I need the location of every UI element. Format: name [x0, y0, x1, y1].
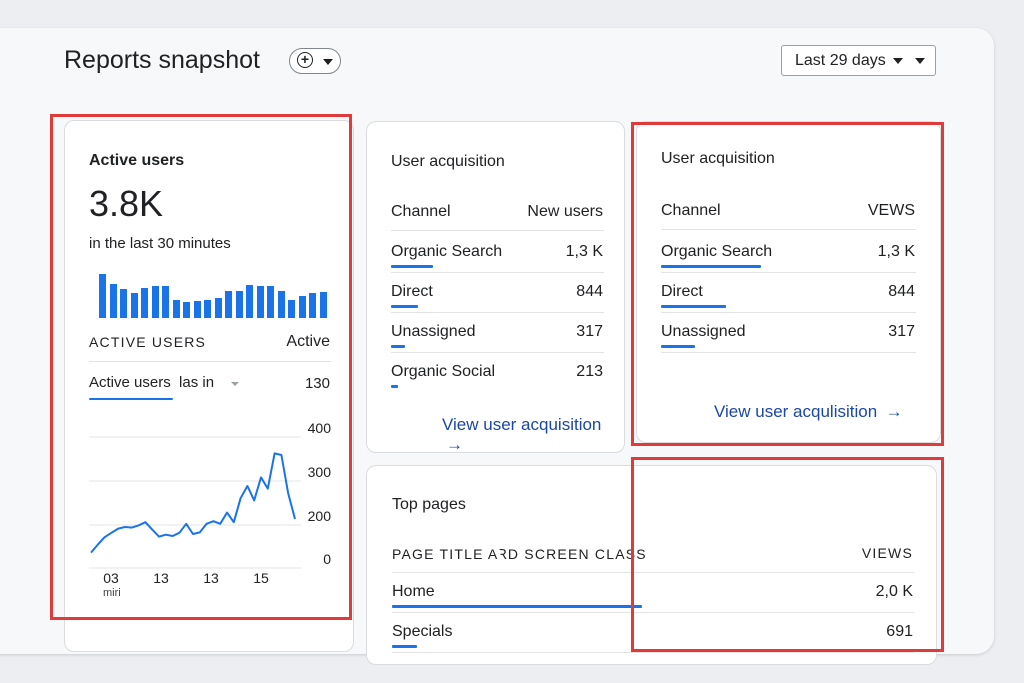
minute-bar: [193, 301, 201, 318]
add-report-button[interactable]: +: [289, 48, 341, 74]
active-users-series-line: [90, 452, 296, 554]
minute-bar: [298, 296, 306, 318]
col-header-channel: Channel: [391, 203, 451, 220]
row-value: 2,0 K: [875, 583, 913, 600]
dropdown-value: 130: [304, 375, 330, 392]
row-label: Unassigned: [391, 323, 476, 340]
user-acquisition-card-views: User acquisition Channel VEWS View user …: [636, 121, 941, 443]
arrow-right-icon: →: [446, 435, 463, 454]
chevron-down-icon: [893, 58, 903, 64]
minute-bar: [319, 292, 327, 318]
minute-bar: [225, 291, 232, 318]
active-users-value: 3.8K: [89, 183, 164, 224]
row-label: Organic Social: [391, 363, 496, 380]
row-value: 1,3 K: [565, 243, 603, 260]
table-header-right: Active: [286, 333, 330, 350]
chevron-down-icon: [231, 382, 239, 386]
arrow-right-icon: →: [885, 402, 903, 421]
x-tick-label: 15: [253, 570, 269, 586]
date-range-selector[interactable]: Last 29 days: [781, 45, 936, 76]
row-label: Unassigned: [661, 323, 746, 340]
row-value: 213: [576, 363, 603, 380]
row-label: Home: [392, 583, 435, 600]
row-value: 1,3 K: [877, 243, 915, 260]
minute-bar: [162, 286, 169, 318]
row-label: Specials: [392, 623, 453, 640]
active-users-subtitle: in the last 30 minutes: [89, 235, 231, 252]
minute-bar: [277, 291, 285, 318]
active-users-dropdown[interactable]: Active users las in: [89, 371, 249, 407]
minute-bar: [99, 274, 106, 318]
card-title: Active users: [89, 152, 185, 169]
row-bar: [661, 305, 726, 308]
y-tick-label: 400: [308, 420, 332, 436]
date-range-label: Last 29 days: [795, 52, 886, 69]
link-label: View user acqulisition: [714, 402, 878, 421]
col-header-views: VIEWS: [861, 545, 913, 561]
active-users-line-chart: 400 300 200 0 03 13 13 15: [89, 420, 332, 586]
col-header-views: VEWS: [867, 202, 915, 219]
minute-bar: [256, 286, 264, 318]
minute-bar: [246, 285, 253, 318]
row-bar: [391, 345, 405, 348]
minute-bar-chart: [99, 266, 331, 318]
view-user-acquisition-link[interactable]: View user acquisition →: [442, 415, 624, 455]
minute-bar: [183, 302, 190, 318]
row-bar: [391, 385, 398, 388]
row-bar: [391, 265, 433, 268]
table-header-left: ACTIVE USERS: [89, 334, 207, 350]
card-title: User acquisition: [661, 150, 775, 167]
minute-bar: [235, 291, 243, 318]
col-header-new-users: New users: [527, 203, 603, 220]
link-label: View user acquisition: [442, 415, 602, 434]
card-title: User acquisition: [391, 153, 505, 170]
x-tick-label: 13: [153, 570, 169, 586]
row-label: Direct: [391, 283, 433, 300]
row-bar: [661, 265, 761, 268]
minute-bar: [309, 293, 316, 318]
minute-bar: [172, 300, 180, 318]
x-sub-label: miri: [103, 587, 121, 599]
y-tick-label: 300: [308, 464, 332, 480]
y-tick-label: 0: [323, 551, 331, 567]
row-label: Organic Search: [661, 243, 773, 260]
minute-bar: [141, 288, 148, 318]
dropdown-label: Active users las in: [89, 374, 215, 391]
row-bar: [391, 305, 418, 308]
row-label: Organic Search: [391, 243, 503, 260]
row-bar: [392, 645, 417, 648]
row-label: Direct: [661, 283, 703, 300]
minute-bar: [267, 286, 274, 318]
minute-bar: [288, 300, 295, 318]
card-title: Top pages: [392, 496, 466, 513]
col-header-page-title: PAGE TITLE AꝚD SCREEN CLASS: [392, 546, 647, 562]
minute-bar: [214, 298, 222, 318]
x-tick-label: 03: [103, 570, 119, 586]
minute-bar: [109, 284, 117, 318]
page-title: Reports snapshot: [64, 46, 260, 74]
row-bar: [392, 605, 642, 608]
row-value: 317: [888, 323, 915, 340]
view-user-acquisition-link[interactable]: View user acqulisition →: [714, 402, 903, 422]
add-circle-icon: +: [297, 52, 313, 68]
x-tick-label: 13: [203, 570, 219, 586]
row-bar: [661, 345, 695, 348]
row-value: 844: [888, 283, 915, 300]
active-users-card: Active users 3.8K in the last 30 minutes…: [64, 120, 354, 652]
minute-bar: [120, 289, 127, 318]
row-value: 691: [886, 623, 913, 640]
top-pages-card: Top pages PAGE TITLE AꝚD SCREEN CLASS VI…: [366, 465, 937, 665]
chevron-down-icon: [323, 59, 333, 65]
row-value: 317: [576, 323, 603, 340]
minute-bar: [204, 300, 211, 318]
minute-bar: [151, 286, 159, 318]
y-tick-label: 200: [308, 508, 332, 524]
col-header-channel: Channel: [661, 202, 721, 219]
minute-bar: [130, 293, 138, 318]
chevron-down-icon: [915, 58, 925, 64]
user-acquisition-card: User acquisition Channel New users View …: [366, 121, 625, 455]
row-value: 844: [576, 283, 603, 300]
